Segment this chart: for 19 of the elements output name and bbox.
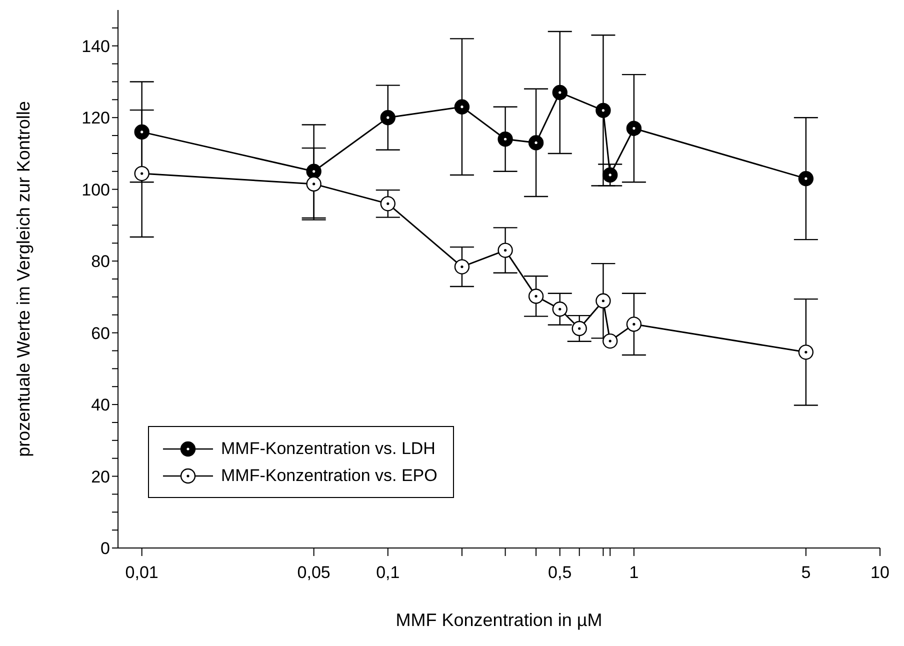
x-tick-label: 1 xyxy=(629,563,639,582)
y-tick-label: 40 xyxy=(91,396,110,415)
x-tick-label: 0,05 xyxy=(297,563,330,582)
legend-label: MMF-Konzentration vs. EPO xyxy=(221,466,438,486)
x-tick-label: 0,01 xyxy=(125,563,158,582)
legend-label: MMF-Konzentration vs. LDH xyxy=(221,438,436,458)
y-axis-title: prozentuale Werte im Vergleich zur Kontrolle xyxy=(13,101,34,457)
x-axis-title: MMF Konzentration in µM xyxy=(396,610,602,630)
x-tick-label: 5 xyxy=(801,563,811,582)
y-tick-label: 80 xyxy=(91,252,110,272)
y-tick-label: 140 xyxy=(82,36,110,56)
x-tick-label: 0,5 xyxy=(548,563,572,582)
x-tick-label: 10 xyxy=(870,563,890,582)
y-tick-label: 120 xyxy=(82,108,110,128)
y-tick-label: 20 xyxy=(91,467,110,486)
x-tick-label: 0,1 xyxy=(376,563,400,582)
y-tick-label: 100 xyxy=(82,180,110,200)
y-tick-label: 60 xyxy=(91,324,110,343)
y-tick-label: 0 xyxy=(100,539,110,558)
